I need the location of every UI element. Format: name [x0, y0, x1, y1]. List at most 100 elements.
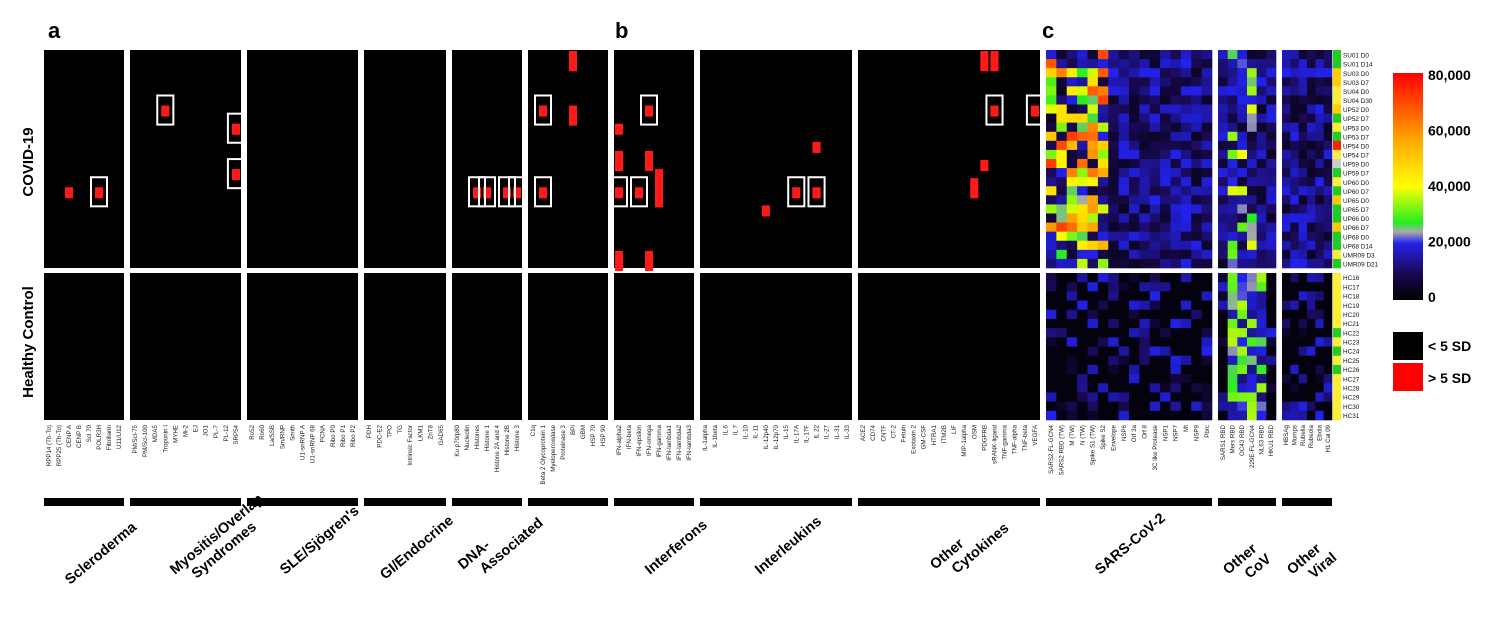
group-bar-scleroderma [44, 498, 124, 506]
heat-cell [1191, 231, 1202, 242]
heat-cell [1201, 77, 1213, 87]
heat-cell [1056, 364, 1068, 375]
heat-cell [1077, 249, 1088, 260]
heat-cell [1180, 337, 1192, 347]
heat-cell [1087, 328, 1099, 338]
heat-cell [1149, 86, 1161, 96]
tick-label: IL-10 [743, 424, 750, 439]
heat-cell [1290, 122, 1299, 133]
heat-cell [1108, 291, 1119, 301]
heat-cell [1191, 410, 1202, 421]
heat-cell [1118, 86, 1130, 96]
heat-cell [1307, 213, 1316, 223]
heat-cell [1108, 168, 1119, 178]
highlight-box [610, 176, 628, 208]
heat-cell [1237, 86, 1248, 96]
heat-cell [1256, 273, 1267, 283]
hit-autoimmune-other-bpi [569, 60, 577, 72]
heat-cell [1046, 140, 1057, 151]
sample-swatch [1333, 149, 1341, 160]
heat-cell [1307, 309, 1316, 320]
heat-cell [1266, 149, 1277, 160]
heat-cell [1139, 95, 1151, 105]
heat-cell [1323, 401, 1333, 412]
heat-cell [1218, 50, 1228, 60]
heat-cell [1046, 249, 1057, 260]
heat-cell [1201, 231, 1213, 242]
heat-cell [1247, 104, 1257, 114]
panel-hc-autoimmune-other [528, 273, 608, 420]
sample-label: UP52 D0 [1343, 107, 1369, 114]
heat-cell [1298, 240, 1308, 251]
heat-cell [1307, 355, 1316, 366]
heat-cell [1201, 282, 1213, 292]
heat-cell [1298, 149, 1308, 160]
heat-cell [1323, 77, 1333, 87]
heat-cell [1266, 291, 1277, 301]
heat-cell [1307, 177, 1316, 187]
tick-label: SRP54 [233, 424, 240, 444]
heat-cell [1218, 140, 1228, 151]
heat-cell [1191, 131, 1202, 142]
heat-cell [1046, 122, 1057, 133]
heat-cell [1118, 149, 1130, 160]
sample-swatch [1333, 337, 1341, 347]
heat-cell [1139, 168, 1151, 178]
heat-cell [1077, 273, 1088, 283]
heat-cell [1160, 300, 1171, 311]
heat-cell [1282, 273, 1291, 283]
heat-cell [1077, 204, 1088, 214]
heat-cell [1129, 131, 1140, 142]
heat-cell [1266, 59, 1277, 69]
heat-cell [1170, 177, 1182, 187]
tick-label: PCNA [320, 424, 327, 442]
heat-cell [1180, 355, 1192, 366]
heat-cell [1077, 346, 1088, 356]
heat-cell [1160, 104, 1171, 114]
tick-label: Orf 8 [1142, 424, 1149, 438]
heat-cell [1046, 291, 1057, 301]
group-bar-sle-sj-gren-s [247, 498, 358, 506]
heat-cell [1218, 300, 1228, 311]
heat-cell [1201, 104, 1213, 114]
heat-cell [1108, 113, 1119, 123]
heat-cell [1066, 104, 1078, 114]
sample-swatch [1333, 291, 1341, 301]
hit-other-cytokines-osm [970, 178, 979, 190]
group-bar-autoimmune-other [528, 498, 608, 506]
heat-cell [1139, 240, 1151, 251]
heat-cell [1227, 95, 1238, 105]
panel-hc-interleukins [700, 273, 852, 420]
hit-interferons-ifn-omega [645, 150, 653, 162]
heat-cell [1191, 392, 1202, 402]
heat-cell [1046, 77, 1057, 87]
heat-cell [1139, 249, 1151, 260]
heat-cell [1108, 374, 1119, 384]
heat-cell [1139, 159, 1151, 169]
heat-cell [1315, 383, 1324, 393]
hit-myositis-overlap-syndromes-srp54 [231, 123, 240, 135]
heat-cell [1237, 149, 1248, 160]
heat-cell [1191, 282, 1202, 292]
hit-dna-associated-histones [473, 187, 481, 199]
heat-cell [1298, 213, 1308, 223]
heat-cell [1087, 383, 1099, 393]
heat-cell [1290, 337, 1299, 347]
heat-cell [1056, 249, 1068, 260]
tick-label: Rubeola [1308, 424, 1315, 448]
heat-cell [1237, 131, 1248, 142]
heat-cell [1097, 213, 1109, 223]
heat-cell [1180, 291, 1192, 301]
heat-cell [1218, 282, 1228, 292]
sample-label: HC23 [1343, 340, 1360, 347]
sample-label: HC28 [1343, 385, 1360, 392]
heat-cell [1298, 328, 1308, 338]
heat-cell [1282, 291, 1291, 301]
sample-swatch [1333, 392, 1341, 402]
sample-label: SU01 D0 [1343, 53, 1369, 60]
heat-cell [1201, 195, 1213, 205]
heat-cell [1323, 104, 1333, 114]
heat-cell [1237, 140, 1248, 151]
heat-cell [1108, 410, 1119, 421]
heat-cell [1227, 77, 1238, 87]
